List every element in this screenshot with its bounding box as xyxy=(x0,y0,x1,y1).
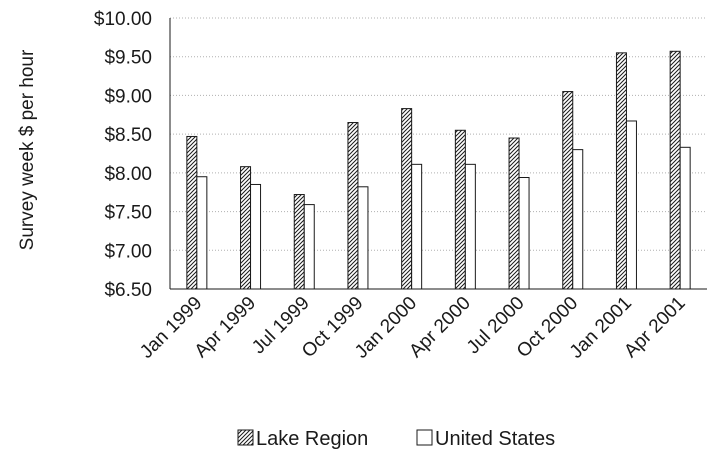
bar-united-states xyxy=(572,149,584,290)
bar-united-states xyxy=(250,183,262,290)
y-tick-label: $9.50 xyxy=(104,48,152,69)
bar-united-states xyxy=(464,163,476,290)
y-tick-label: $9.00 xyxy=(104,86,152,107)
y-tick-label: $7.50 xyxy=(104,203,152,224)
y-axis-title: Survey week $ per hour xyxy=(17,49,38,250)
bars xyxy=(186,50,691,290)
y-tick-label: $10.00 xyxy=(94,9,152,30)
legend-label-lake-region: Lake Region xyxy=(256,428,368,450)
y-tick-label: $7.00 xyxy=(104,241,152,262)
legend-label-united-states: United States xyxy=(435,428,555,450)
y-tick-label: $8.50 xyxy=(104,125,152,146)
bar-united-states xyxy=(518,177,530,290)
bar-united-states xyxy=(625,120,637,290)
bar-lake-region xyxy=(186,135,198,290)
bar-lake-region xyxy=(562,91,574,290)
legend: Lake Region United States xyxy=(237,428,555,450)
bar-lake-region xyxy=(401,108,413,290)
legend-swatch-lake-region xyxy=(237,429,254,446)
bar-lake-region xyxy=(669,50,681,290)
bar-united-states xyxy=(411,163,423,290)
bar-lake-region xyxy=(293,194,305,290)
y-axis-tick-labels: $6.50 $7.00 $7.50 $8.00 $8.50 $9.00 $9.50 $10.0… xyxy=(94,9,152,301)
bar-lake-region xyxy=(240,166,252,290)
bar-lake-region xyxy=(347,122,359,290)
bar-united-states xyxy=(357,186,369,290)
bar-lake-region xyxy=(615,52,627,290)
y-tick-label: $8.00 xyxy=(104,164,152,185)
bar-united-states xyxy=(303,204,315,290)
bar-united-states xyxy=(679,146,691,290)
y-tick-label: $6.50 xyxy=(104,280,152,301)
bar-united-states xyxy=(196,176,208,290)
bar-lake-region xyxy=(454,129,466,290)
bar-lake-region xyxy=(508,137,520,290)
legend-swatch-united-states xyxy=(416,429,433,446)
